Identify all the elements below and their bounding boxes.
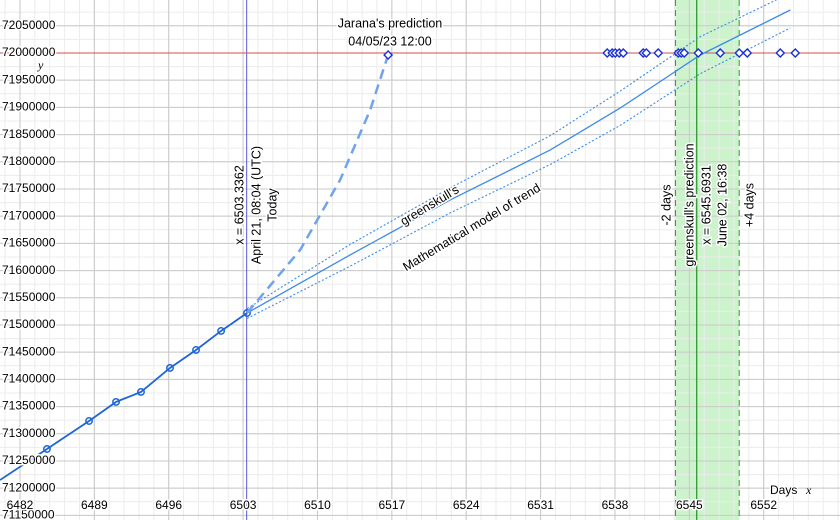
x-tick-label: 6538 xyxy=(602,498,629,512)
annotation: June 02, 16:38 xyxy=(715,164,729,247)
y-tick-label: 71400000 xyxy=(2,372,56,386)
data-point xyxy=(137,387,145,396)
x-tick-label: 6510 xyxy=(304,498,331,512)
diamond-point xyxy=(383,50,394,60)
diamond-point xyxy=(742,47,753,58)
y-tick-label: 71300000 xyxy=(2,426,56,440)
series-line xyxy=(246,27,791,319)
x-tick-label: 6482 xyxy=(7,498,34,512)
y-tick-label: 71700000 xyxy=(2,208,56,222)
y-tick-label: 71800000 xyxy=(2,154,56,168)
diamond-point xyxy=(679,47,690,58)
y-tick-label: 72050000 xyxy=(2,18,56,32)
y-tick-label: 71650000 xyxy=(2,236,56,250)
data-point xyxy=(43,445,51,453)
annotation: Jarana's prediction xyxy=(338,16,443,30)
y-tick-label: 71350000 xyxy=(2,399,56,413)
annotation: -2 days xyxy=(659,185,673,226)
y-tick-label: 71950000 xyxy=(2,72,56,86)
diamond-point xyxy=(715,47,726,58)
data-point xyxy=(112,398,120,406)
annotation: x = 6503.3362 xyxy=(232,165,246,245)
annotation: greenskull's prediction xyxy=(682,143,696,266)
x-tick-label: 6524 xyxy=(453,498,480,512)
annotation: 04/05/23 12:00 xyxy=(348,34,431,48)
y-tick-label: 71500000 xyxy=(2,317,56,331)
diamond-point xyxy=(641,47,652,58)
x-tick-label: 6489 xyxy=(81,498,108,512)
diamond-point xyxy=(775,47,786,58)
diamond-point xyxy=(653,47,664,58)
y-tick-label: 71150000 xyxy=(2,508,55,520)
x-tick-label: 6503 xyxy=(230,498,257,512)
y-tick-label: 71850000 xyxy=(2,127,56,141)
y-tick-label: 71550000 xyxy=(2,290,56,304)
series-line xyxy=(246,0,778,310)
x-axis-label: Days xyxy=(770,483,797,497)
data-point xyxy=(192,346,200,354)
y-tick-label: 71600000 xyxy=(2,263,56,277)
y-axis-label: y xyxy=(37,58,44,72)
annotation: April 21, 08:04 (UTC) xyxy=(249,146,263,264)
diamond-point xyxy=(693,47,704,58)
x-tick-label: 6545 xyxy=(676,498,703,512)
diamond-point xyxy=(734,47,745,58)
data-point xyxy=(85,417,93,425)
y-tick-label: 71450000 xyxy=(2,344,56,358)
y-tick-label: 71900000 xyxy=(2,100,56,114)
series-line xyxy=(246,54,390,314)
x-tick-label: 6552 xyxy=(750,498,777,512)
diamond-point xyxy=(790,47,801,58)
annotation: x = 6545.6931 xyxy=(699,165,713,245)
x-tick-label: 6496 xyxy=(155,498,182,512)
series-line xyxy=(0,312,248,481)
x-tick-label: 6517 xyxy=(378,498,405,512)
x-axis-symbol: x xyxy=(805,483,812,497)
data-point xyxy=(166,364,174,372)
y-tick-label: 72000000 xyxy=(2,45,56,59)
diamond-point xyxy=(618,47,629,58)
x-tick-label: 6531 xyxy=(527,498,554,512)
annotation: Today xyxy=(265,188,279,222)
data-point xyxy=(217,327,226,335)
y-tick-label: 71250000 xyxy=(2,453,56,467)
annotation: +4 days xyxy=(742,183,756,227)
data-point xyxy=(243,309,251,317)
y-tick-label: 71750000 xyxy=(2,181,56,195)
y-tick-label: 71200000 xyxy=(2,480,56,494)
